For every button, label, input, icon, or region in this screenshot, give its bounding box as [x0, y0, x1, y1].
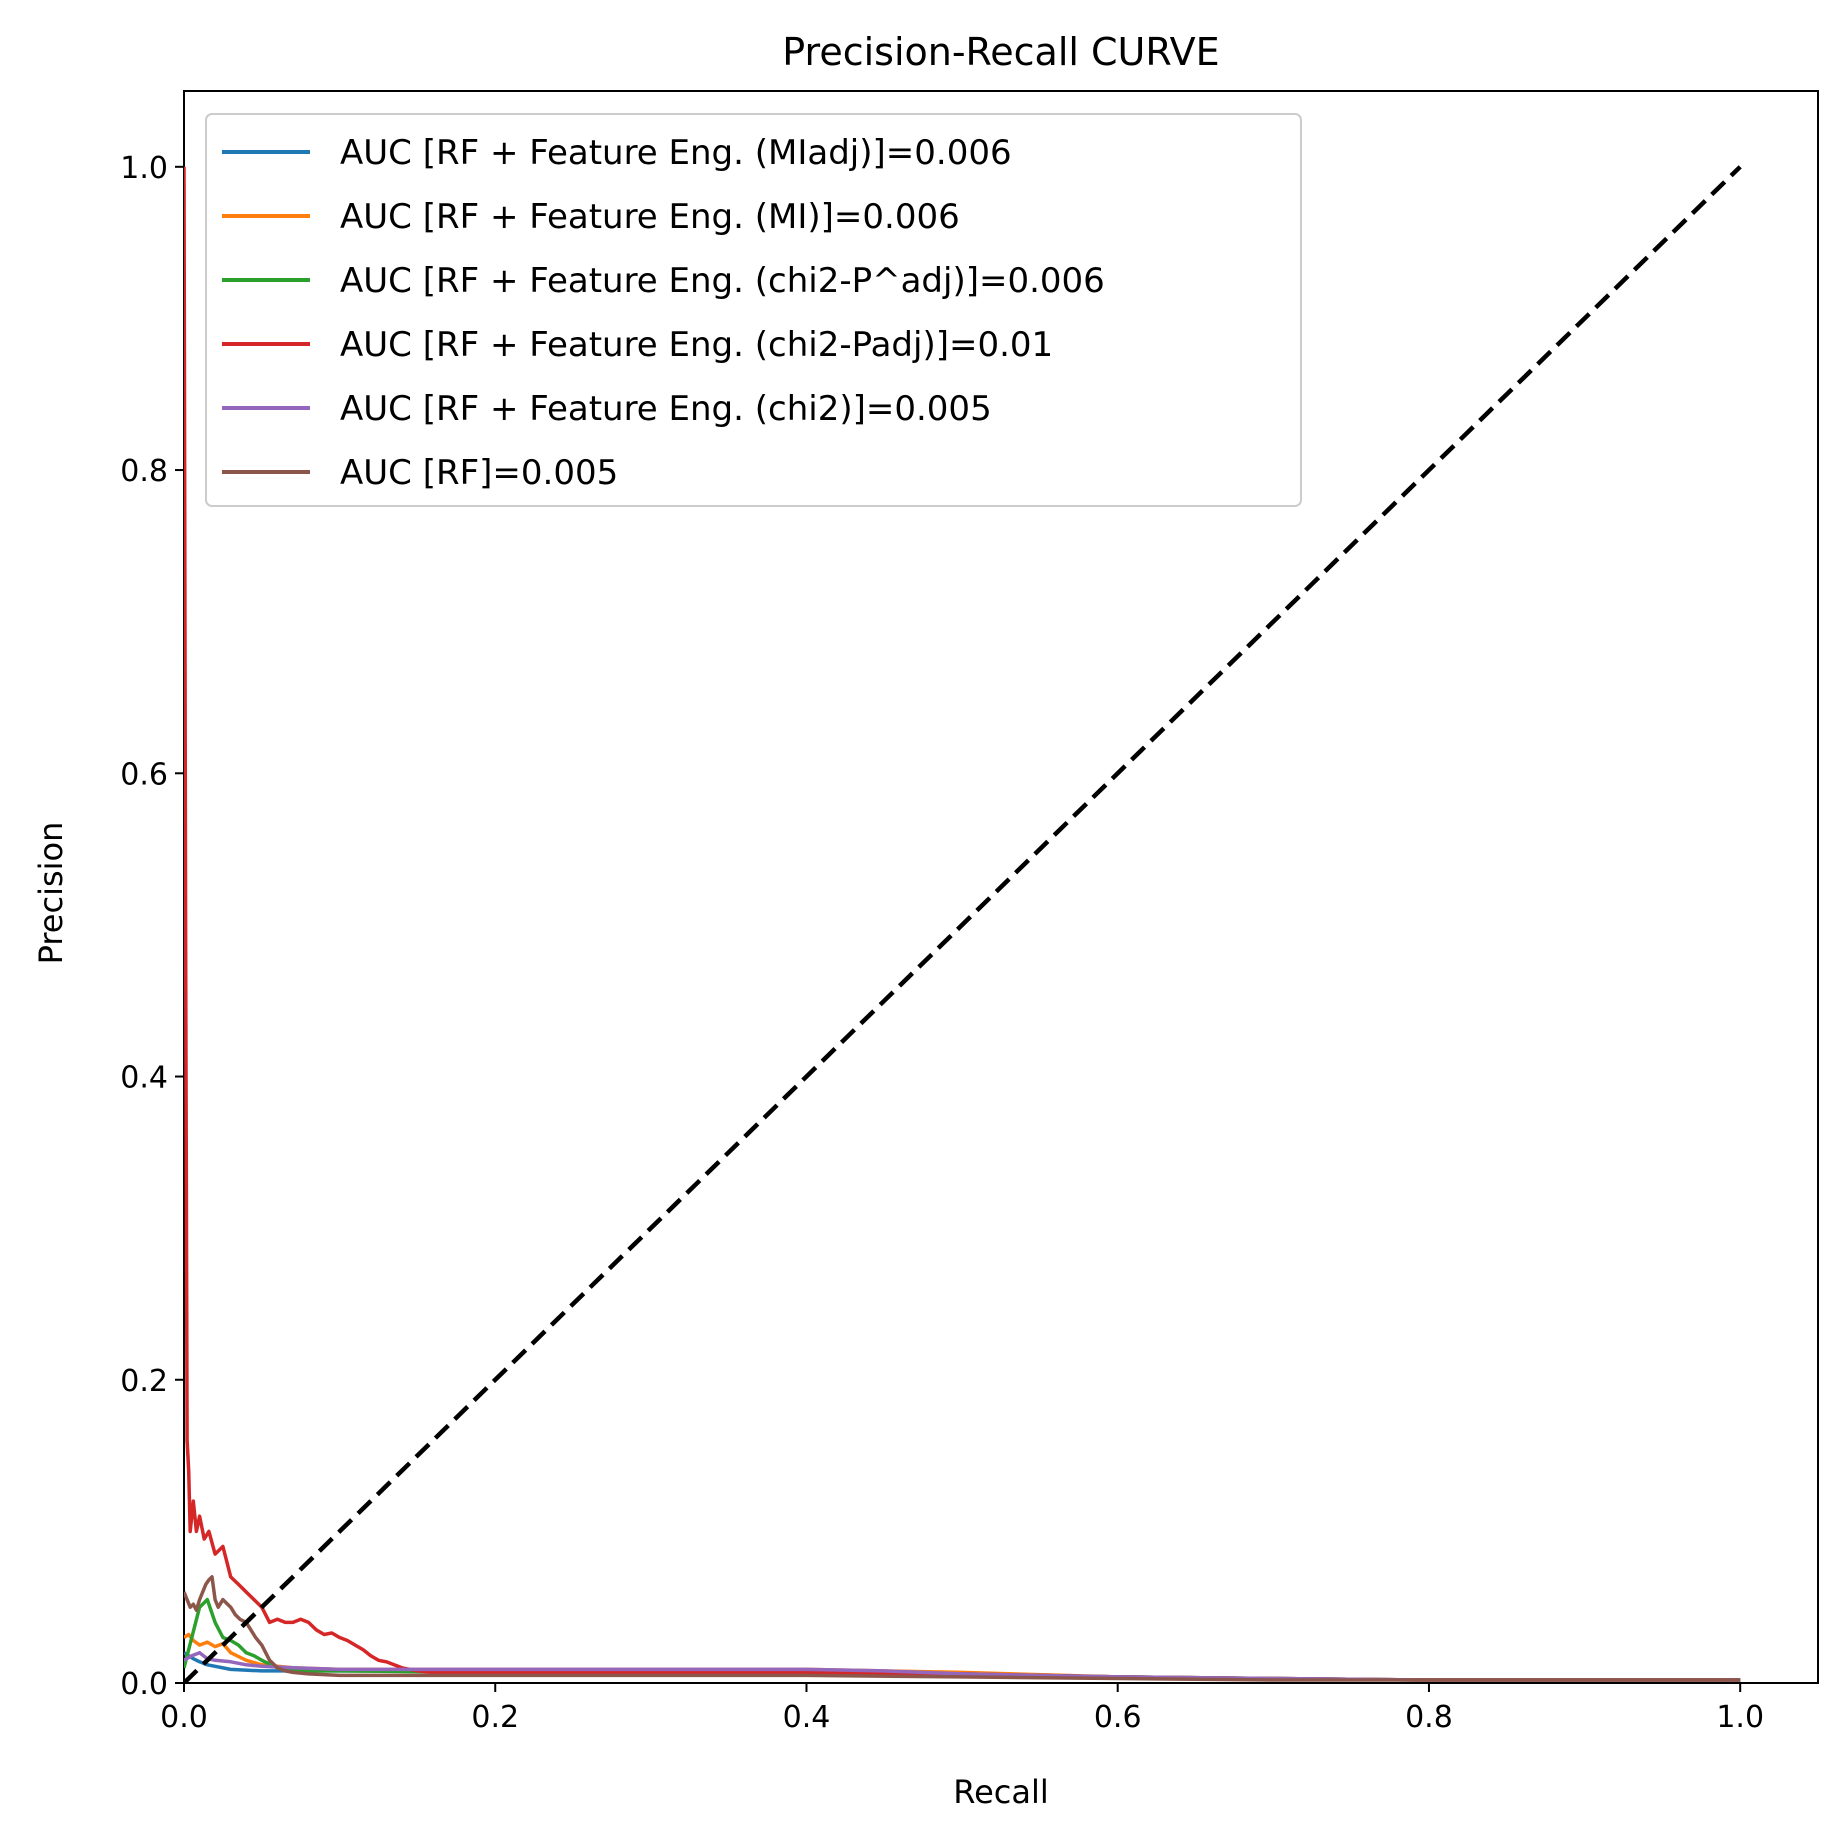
y-tick-label: 0.0: [120, 1667, 168, 1702]
y-tick-label: 1.0: [120, 151, 168, 186]
y-axis-title: Precision: [32, 822, 70, 965]
reference-diagonal-line: [184, 165, 1742, 1683]
y-tick-label: 0.6: [120, 757, 168, 792]
legend-label: AUC [RF + Feature Eng. (chi2-P^adj)]=0.0…: [340, 261, 1105, 301]
y-tick-label: 0.4: [120, 1061, 168, 1096]
x-tick-label: 0.6: [1094, 1700, 1142, 1735]
legend-label: AUC [RF + Feature Eng. (MI)]=0.006: [340, 197, 960, 237]
x-tick-label: 0.4: [783, 1700, 831, 1735]
series-line-4: [184, 166, 1741, 1682]
legend-box: [205, 113, 1302, 507]
y-tick-label: 0.8: [120, 454, 168, 489]
legend-label: AUC [RF + Feature Eng. (chi2-Padj)]=0.01: [340, 325, 1053, 365]
chart-title: Precision-Recall CURVE: [782, 30, 1219, 74]
x-tick-label: 1.0: [1716, 1700, 1764, 1735]
legend-label: AUC [RF + Feature Eng. (chi2)]=0.005: [340, 389, 992, 429]
x-axis-title: Recall: [953, 1773, 1048, 1811]
y-tick-label: 0.2: [120, 1364, 168, 1399]
x-tick-label: 0.0: [160, 1700, 208, 1735]
legend-label: AUC [RF]=0.005: [340, 453, 618, 493]
series-line-6: [184, 1575, 1741, 1682]
x-tick-label: 0.2: [471, 1700, 519, 1735]
legend-label: AUC [RF + Feature Eng. (MIadj)]=0.006: [340, 133, 1012, 173]
x-tick-label: 0.8: [1405, 1700, 1453, 1735]
